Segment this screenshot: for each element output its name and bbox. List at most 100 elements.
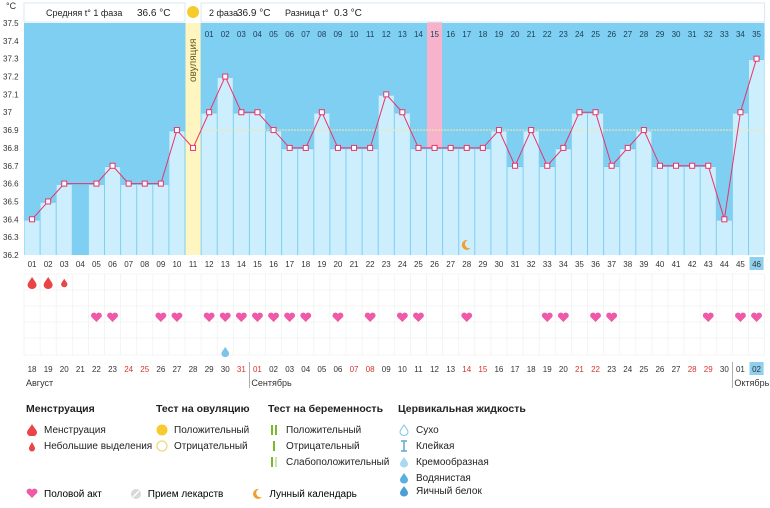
cycle-day-label: 26 (430, 260, 439, 269)
y-unit-label: °C (6, 1, 17, 11)
cycle-day-label: 15 (253, 260, 262, 269)
top-day-label: 17 (462, 30, 471, 39)
intercourse-heart-icon (364, 312, 376, 322)
intercourse-heart-icon (590, 312, 601, 322)
top-day-label: 22 (543, 30, 552, 39)
temperature-point (351, 144, 358, 151)
temperature-bar (105, 165, 121, 255)
cycle-day-label: 31 (511, 260, 520, 269)
heart-icon (26, 488, 38, 500)
cycle-day-label: 14 (237, 260, 246, 269)
legend-ovulation-test: Тест на овуляцию Положительный Отрицател… (156, 403, 250, 454)
top-day-label: 26 (607, 30, 616, 39)
blood-drop-icon (26, 424, 38, 437)
y-tick-label: 37.5 (3, 19, 19, 28)
legend-ovulation-item: Положительный (174, 424, 250, 436)
temperature-point (737, 109, 744, 116)
current-date-highlight (749, 362, 764, 375)
cervical-fluid-drop-icon (221, 346, 230, 358)
legend-medication: Прием лекарств (130, 488, 224, 500)
calendar-date-label: 27 (172, 365, 181, 374)
temperature-bar (88, 183, 104, 255)
calendar-date-label: 21 (76, 365, 85, 374)
temperature-point (495, 127, 502, 134)
calendar-date-label: 05 (317, 365, 326, 374)
watery-drop-icon (398, 472, 410, 484)
sticky-icon (398, 440, 410, 452)
legend-pregnancy-item: Слабоположительный (286, 456, 390, 468)
cycle-day-label: 39 (639, 260, 648, 269)
temperature-bar (169, 130, 185, 255)
top-day-label: 05 (269, 30, 278, 39)
intercourse-heart-icon (332, 312, 344, 322)
cycle-day-label: 44 (720, 260, 729, 269)
legend-medication-label: Прием лекарств (147, 488, 224, 500)
small-drop-icon (26, 440, 38, 452)
temperature-point (45, 198, 52, 205)
temperature-bar (282, 147, 298, 255)
legend-pregnancy-item: Отрицательный (286, 440, 360, 452)
top-day-label: 18 (478, 30, 487, 39)
top-day-label: 28 (639, 30, 648, 39)
creamy-drop-icon (398, 456, 410, 468)
temperature-bar (700, 165, 716, 255)
cycle-day-label: 17 (285, 260, 294, 269)
temperature-bar (249, 112, 265, 255)
calendar-date-label: 31 (237, 365, 246, 374)
calendar-date-label: 07 (350, 365, 359, 374)
y-tick-label: 36.7 (3, 162, 19, 171)
temperature-point (431, 144, 438, 151)
top-day-label: 27 (623, 30, 632, 39)
temperature-bar (121, 183, 137, 255)
temperature-bar (716, 219, 732, 255)
top-day-label: 15 (430, 30, 439, 39)
y-tick-label: 37.1 (3, 90, 19, 99)
intercourse-heart-icon (268, 312, 279, 322)
temperature-point (447, 144, 454, 151)
cycle-day-label: 30 (494, 260, 503, 269)
y-tick-label: 37.2 (3, 73, 19, 82)
temperature-bar (555, 147, 571, 255)
cycle-day-label: 28 (462, 260, 471, 269)
cycle-day-label: 35 (575, 260, 584, 269)
calendar-date-label: 13 (446, 365, 455, 374)
menstruation-drop-icon (61, 278, 68, 288)
eggwhite-drop-icon (398, 485, 410, 497)
cycle-day-label: 06 (108, 260, 117, 269)
legend-cervical-item: Сухо (416, 424, 439, 436)
temperature-point (721, 216, 728, 223)
intercourse-heart-icon (413, 312, 424, 322)
cycle-day-label: 08 (140, 260, 149, 269)
cycle-day-label: 02 (44, 260, 53, 269)
cycle-day-label: 42 (688, 260, 697, 269)
month-label: Август (26, 378, 53, 388)
intercourse-heart-icon (751, 312, 762, 322)
intercourse-heart-icon (203, 312, 215, 322)
temperature-bar (233, 112, 249, 255)
top-day-label: 07 (301, 30, 310, 39)
top-day-label: 03 (237, 30, 246, 39)
cycle-day-label: 46 (752, 260, 761, 269)
legend-cervical-fluid: Цервикальная жидкость Сухо Клейкая Кремо… (398, 403, 526, 486)
calendar-date-label: 01 (736, 365, 745, 374)
phase1-header-box (23, 2, 186, 23)
legend-pregnancy-item: Положительный (286, 424, 362, 436)
positive-circle-icon (156, 424, 168, 436)
calendar-date-label: 14 (462, 365, 471, 374)
temperature-point (173, 127, 180, 134)
cycle-day-label: 32 (527, 260, 536, 269)
temperature-bar (266, 130, 282, 255)
temperature-point (141, 180, 148, 187)
temperature-point (528, 127, 535, 134)
temperature-point (512, 162, 519, 169)
cycle-day-label: 11 (189, 260, 198, 269)
temperature-bar (571, 112, 587, 255)
cycle-day-label: 07 (124, 260, 133, 269)
calendar-date-label: 30 (221, 365, 230, 374)
diff-value: 0.3 °C (334, 8, 362, 19)
temperature-bar (217, 76, 233, 256)
calendar-date-label: 28 (688, 365, 697, 374)
temperature-point (399, 109, 406, 116)
temperature-bar (507, 165, 523, 255)
calendar-date-label: 19 (543, 365, 552, 374)
